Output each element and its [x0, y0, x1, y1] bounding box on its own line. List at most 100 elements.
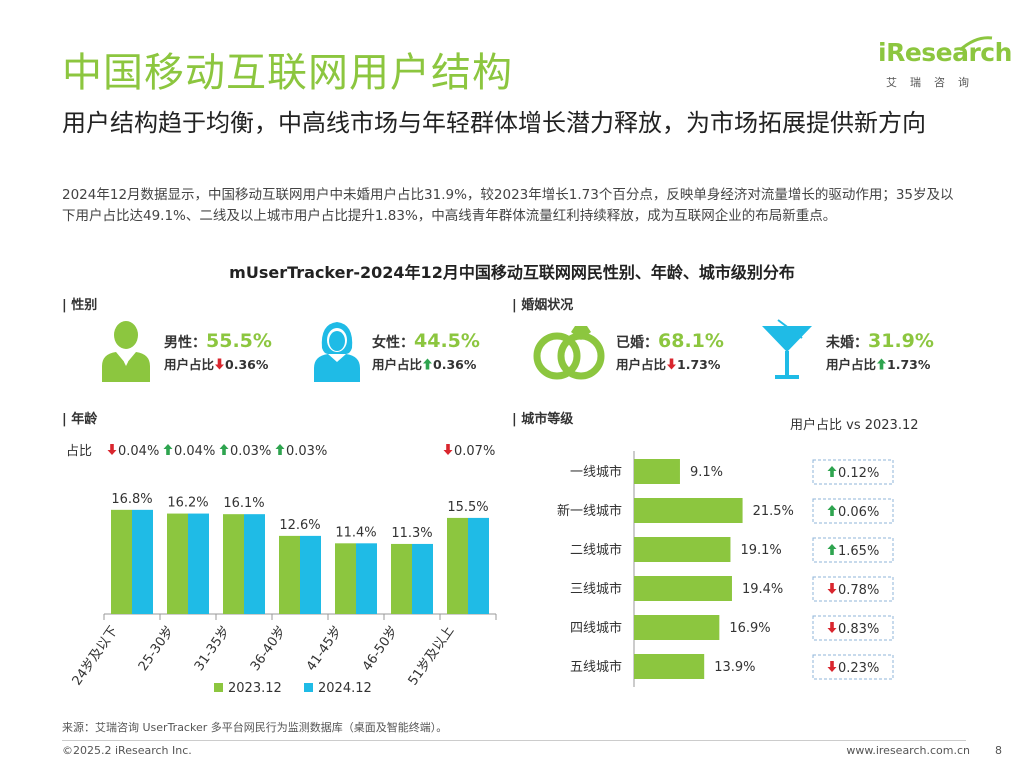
data-label: 19.1% — [740, 543, 781, 558]
source-note: 来源：艾瑞咨询 UserTracker 多平台网民行为监测数据库（桌面及智能终端… — [62, 721, 448, 734]
page-description: 2024年12月数据显示，中国移动互联网用户中未婚用户占比31.9%，较2023… — [62, 187, 954, 224]
down-arrow-icon — [107, 444, 117, 455]
category-label: 四线城市 — [570, 620, 622, 636]
section-gender: | 性别 — [62, 298, 98, 313]
iresearch-logo: iResearch — [878, 38, 1012, 67]
category-label: 51岁及以上 — [406, 624, 458, 689]
change-row-label: 占比 — [66, 444, 92, 459]
bar-2024 — [132, 509, 153, 614]
logo-chinese-name: 艾瑞咨询 — [886, 76, 982, 89]
category-label: 36-40岁 — [248, 624, 289, 674]
data-label: 16.9% — [729, 621, 770, 636]
bar-2024 — [244, 514, 265, 614]
category-label: 新一线城市 — [557, 503, 622, 519]
up-arrow-icon — [275, 444, 285, 455]
stat-unmarried: 未婚：31.9% 用户占比 1.73% — [826, 330, 934, 373]
data-label: 16.8% — [111, 492, 152, 507]
data-label: 16.2% — [167, 496, 208, 511]
up-arrow-icon — [827, 544, 837, 555]
change-value: 1.65% — [838, 544, 879, 559]
bar-2024 — [468, 517, 489, 614]
up-arrow-icon — [423, 358, 433, 370]
change-value: 0.78% — [838, 583, 879, 598]
bar-2023 — [335, 543, 356, 614]
category-label: 31-35岁 — [192, 624, 233, 674]
bar-2024 — [412, 543, 433, 614]
page-subtitle: 用户结构趋于均衡，中高线市场与年轻群体增长潜力释放，为市场拓展提供新方向 — [62, 109, 926, 137]
section-age: | 年龄 — [62, 412, 98, 427]
stat-change: 1.73% — [887, 357, 931, 372]
category-label: 46-50岁 — [360, 624, 401, 674]
bar-2023 — [111, 509, 132, 614]
stat-name: 未婚： — [826, 335, 868, 351]
age-bar-chart: 占比 16.8% 24岁及以下 0.04% 16.2% 25-30岁 0.04% 16.1% 3… — [66, 444, 497, 696]
legend-swatch — [304, 683, 313, 692]
up-arrow-icon — [827, 505, 837, 516]
stat-value: 31.9% — [868, 330, 934, 352]
city-bar — [634, 654, 705, 679]
stat-sub-label: 用户占比 — [616, 357, 667, 372]
stat-sub-label: 用户占比 — [164, 357, 215, 372]
stat-sub-label: 用户占比 — [826, 357, 877, 372]
up-arrow-icon — [827, 466, 837, 477]
data-label: 16.1% — [223, 496, 264, 511]
change-value: 0.04% — [174, 444, 215, 459]
city-bar — [634, 459, 680, 484]
city-bar — [634, 498, 743, 523]
bar-2024 — [356, 543, 377, 614]
chart-title: mUserTracker-2024年12月中国移动互联网网民性别、年龄、城市级别… — [229, 263, 795, 282]
data-label: 15.5% — [447, 500, 488, 515]
category-label: 二线城市 — [570, 542, 622, 558]
stat-sub-label: 用户占比 — [372, 357, 423, 372]
stat-male: 男性：55.5% 用户占比 0.36% — [164, 330, 272, 373]
change-box — [812, 537, 894, 563]
bar-2023 — [223, 514, 244, 614]
stat-name: 男性： — [164, 335, 206, 351]
data-label: 13.9% — [714, 660, 755, 675]
bar-2023 — [447, 517, 468, 614]
footer-divider — [62, 740, 966, 741]
city-bar — [634, 615, 720, 640]
stat-change: 0.36% — [225, 357, 269, 372]
data-label: 19.4% — [742, 582, 783, 597]
comparison-header: 用户占比 vs 2023.12 — [790, 417, 919, 433]
change-box — [812, 498, 894, 524]
change-box — [812, 459, 894, 485]
city-bar — [634, 576, 732, 601]
bar-2023 — [391, 543, 412, 614]
down-arrow-icon — [827, 661, 837, 672]
cocktail-icon — [762, 319, 812, 379]
legend-label: 2024.12 — [318, 681, 372, 696]
data-label: 12.6% — [279, 518, 320, 533]
change-value: 0.03% — [286, 444, 327, 459]
bar-2023 — [279, 535, 300, 614]
section-city: | 城市等级 — [512, 412, 574, 427]
change-value: 0.07% — [454, 444, 495, 459]
bar-2023 — [167, 513, 188, 614]
change-value: 0.03% — [230, 444, 271, 459]
down-arrow-icon — [827, 622, 837, 633]
change-value: 0.06% — [838, 505, 879, 520]
data-label: 11.4% — [335, 525, 376, 540]
category-label: 三线城市 — [570, 581, 622, 597]
city-bar — [634, 537, 731, 562]
data-label: 11.3% — [391, 526, 432, 541]
page-number: 8 — [995, 744, 1002, 757]
male-user-icon — [102, 321, 150, 382]
stat-value: 44.5% — [414, 330, 480, 352]
up-arrow-icon — [163, 444, 173, 455]
stat-value: 68.1% — [658, 330, 724, 352]
logo-swoosh-icon — [959, 36, 993, 52]
bar-2024 — [300, 535, 321, 614]
down-arrow-icon — [215, 358, 225, 370]
category-label: 一线城市 — [570, 464, 622, 480]
stat-name: 女性： — [372, 335, 414, 351]
legend-swatch — [214, 683, 223, 692]
city-bar-chart: 用户占比 vs 2023.12 一线城市 9.1% 0.12% 新一线城市 21.5% 0.… — [557, 417, 919, 687]
stat-married: 已婚：68.1% 用户占比 1.73% — [616, 330, 724, 373]
stat-name: 已婚： — [616, 335, 658, 351]
change-box — [812, 654, 894, 680]
section-marriage: | 婚姻状况 — [512, 298, 574, 313]
down-arrow-icon — [827, 583, 837, 594]
website-link[interactable]: www.iresearch.com.cn — [846, 744, 970, 757]
